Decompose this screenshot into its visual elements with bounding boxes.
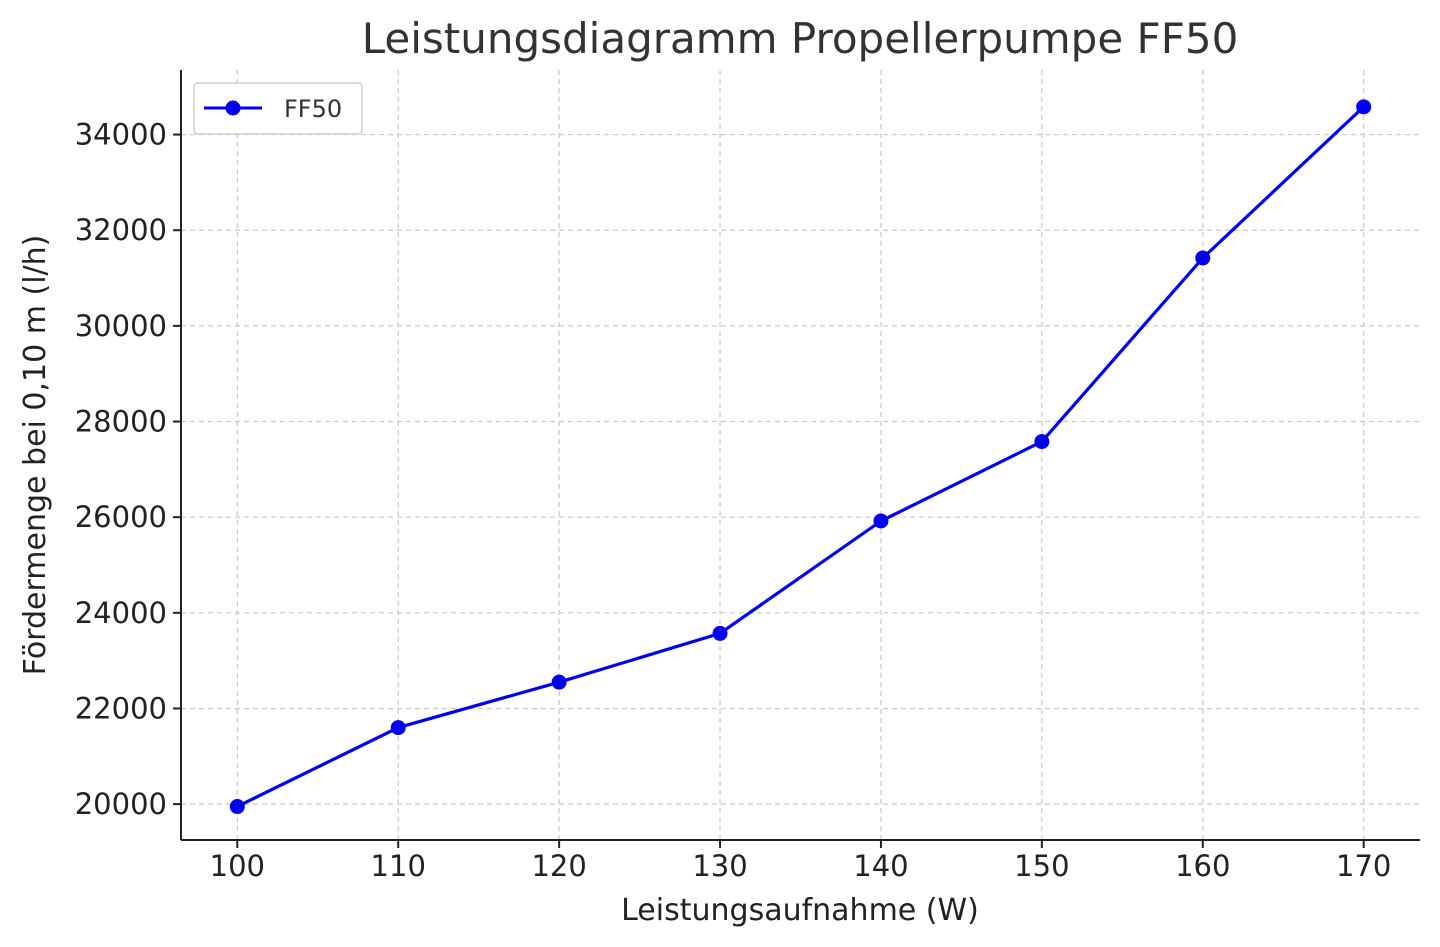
x-tick-label: 150 [1014,849,1069,883]
series-layer [229,99,1372,815]
y-tick-label: 34000 [75,118,167,152]
data-point [712,625,728,641]
data-point [1356,99,1372,115]
axes [180,70,1420,841]
x-tick-label: 110 [371,849,426,883]
ticks: 100 110 120 130 140 150 160 170 20000 22000 24000 2… [75,118,1392,883]
x-tick-label: 100 [210,849,265,883]
y-tick-label: 28000 [75,405,167,439]
x-tick-label: 120 [531,849,586,883]
y-axis-label: Fördermenge bei 0,10 m (l/h) [18,235,53,676]
legend-box [193,82,363,135]
x-tick-label: 170 [1336,849,1391,883]
y-tick-label: 24000 [75,596,167,630]
data-point [873,513,889,529]
x-tick-label: 160 [1175,849,1230,883]
y-tick-label: 30000 [75,309,167,343]
data-point [390,720,406,736]
data-point [229,799,245,815]
legend-entry-label: FF50 [284,95,342,123]
chart-title: Leistungsdiagramm Propellerpumpe FF50 [362,14,1239,63]
series-line-0 [236,105,1365,808]
grid [181,70,1420,840]
legend-marker [225,100,241,116]
x-tick-label: 130 [692,849,747,883]
y-tick-label: 22000 [75,691,167,725]
legend: FF50 [193,82,363,135]
data-point [1195,250,1211,266]
x-tick-label: 140 [853,849,908,883]
data-point [1034,434,1050,450]
x-axis-label: Leistungsaufnahme (W) [621,893,979,928]
y-tick-label: 26000 [75,500,167,534]
data-point [551,674,567,690]
y-tick-label: 20000 [75,787,167,821]
y-tick-label: 32000 [75,213,167,247]
